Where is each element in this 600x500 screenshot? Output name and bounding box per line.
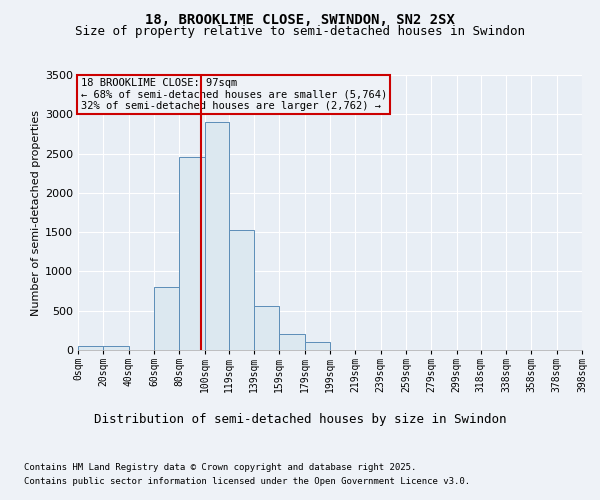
Text: Size of property relative to semi-detached houses in Swindon: Size of property relative to semi-detach…: [75, 25, 525, 38]
Bar: [280, 334, 305, 350]
Bar: [305, 342, 330, 350]
Bar: [254, 306, 280, 350]
Bar: [179, 158, 205, 350]
Bar: [229, 230, 254, 350]
Y-axis label: Number of semi-detached properties: Number of semi-detached properties: [31, 110, 41, 316]
Bar: [78, 346, 103, 350]
Text: 18, BROOKLIME CLOSE, SWINDON, SN2 2SX: 18, BROOKLIME CLOSE, SWINDON, SN2 2SX: [145, 12, 455, 26]
Text: Contains HM Land Registry data © Crown copyright and database right 2025.: Contains HM Land Registry data © Crown c…: [24, 462, 416, 471]
Text: Contains public sector information licensed under the Open Government Licence v3: Contains public sector information licen…: [24, 478, 470, 486]
Text: 18 BROOKLIME CLOSE: 97sqm
← 68% of semi-detached houses are smaller (5,764)
32% : 18 BROOKLIME CLOSE: 97sqm ← 68% of semi-…: [80, 78, 387, 111]
Bar: [205, 122, 229, 350]
Text: Distribution of semi-detached houses by size in Swindon: Distribution of semi-detached houses by …: [94, 412, 506, 426]
Bar: [154, 287, 179, 350]
Bar: [103, 346, 128, 350]
